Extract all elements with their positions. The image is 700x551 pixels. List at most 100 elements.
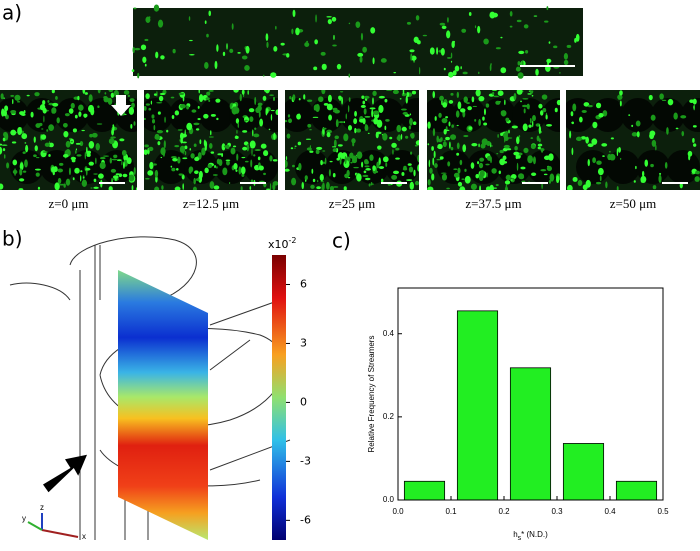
- speck: [147, 170, 154, 176]
- speck: [126, 157, 132, 165]
- speck: [620, 157, 622, 160]
- speck: [463, 96, 468, 103]
- speck: [148, 146, 154, 152]
- speck: [525, 49, 529, 54]
- speck: [339, 157, 342, 165]
- speck: [406, 179, 413, 182]
- speck: [437, 143, 443, 150]
- speck: [216, 44, 219, 52]
- speck: [333, 110, 335, 113]
- speck: [291, 28, 294, 35]
- speck: [188, 16, 191, 21]
- speck: [156, 102, 163, 104]
- speck: [446, 30, 451, 39]
- speck: [457, 167, 461, 174]
- speck: [273, 45, 278, 52]
- speck: [204, 62, 209, 69]
- speck: [292, 94, 296, 101]
- speck: [497, 90, 504, 96]
- speck: [252, 129, 254, 137]
- speck: [56, 117, 60, 124]
- speck: [237, 122, 240, 128]
- speck: [64, 113, 70, 117]
- x-axis-label-part: * (N.D.): [521, 530, 548, 539]
- speck: [209, 181, 215, 189]
- speck: [326, 181, 330, 190]
- speck: [253, 133, 260, 138]
- speck: [318, 96, 324, 103]
- speck: [266, 188, 271, 190]
- speck: [212, 174, 218, 176]
- speck: [156, 129, 164, 134]
- speck: [570, 111, 574, 117]
- speck: [86, 150, 92, 154]
- speck: [314, 39, 318, 45]
- speck: [254, 149, 261, 151]
- speck: [357, 52, 364, 57]
- speck: [482, 116, 485, 121]
- speck: [207, 164, 213, 169]
- speck: [592, 157, 597, 164]
- speck: [144, 63, 147, 67]
- speck: [70, 102, 75, 109]
- speck: [329, 160, 333, 163]
- speck: [80, 170, 83, 173]
- speck: [372, 57, 375, 65]
- speck: [389, 136, 393, 140]
- speck: [197, 117, 201, 121]
- speck: [334, 135, 339, 140]
- speck: [154, 133, 160, 139]
- speck: [55, 96, 58, 100]
- speck: [382, 133, 388, 141]
- speck: [264, 90, 270, 94]
- speck: [182, 157, 188, 160]
- speck: [177, 156, 181, 164]
- speck: [108, 90, 114, 93]
- speck: [523, 108, 526, 114]
- speck: [368, 183, 371, 187]
- speck: [48, 124, 55, 131]
- speck: [580, 136, 587, 140]
- speck: [15, 131, 17, 134]
- speck: [566, 44, 572, 48]
- pore: [229, 98, 263, 132]
- y-axis-label: Relative Frequency of Streamers: [367, 336, 376, 453]
- speck: [95, 157, 97, 165]
- speck: [680, 115, 687, 119]
- speck: [509, 25, 513, 28]
- slice-label: z=25 μm: [329, 196, 375, 211]
- speck: [471, 96, 475, 103]
- speck: [246, 143, 250, 152]
- speck: [42, 100, 46, 105]
- speck: [170, 96, 175, 99]
- speck: [215, 98, 221, 103]
- colorbar-tick-label: -6: [300, 513, 311, 526]
- speck: [12, 159, 18, 166]
- speck: [455, 110, 460, 118]
- speck: [353, 118, 358, 125]
- speck: [393, 71, 397, 74]
- speck: [532, 115, 536, 122]
- speck: [84, 92, 88, 95]
- speck: [363, 95, 370, 99]
- speck: [343, 133, 349, 142]
- speck: [438, 112, 442, 118]
- speck: [319, 174, 324, 182]
- speck: [408, 166, 414, 173]
- speck: [44, 142, 50, 147]
- speck: [39, 104, 46, 111]
- speck: [172, 158, 178, 162]
- panel-label: c): [332, 229, 351, 253]
- speck: [331, 146, 337, 148]
- speck: [213, 185, 220, 190]
- speck: [350, 161, 353, 164]
- speck: [266, 41, 269, 48]
- speck: [405, 95, 408, 104]
- speck: [378, 166, 385, 169]
- speck: [376, 131, 382, 135]
- speck: [452, 70, 457, 76]
- speck: [343, 186, 347, 190]
- speck: [619, 100, 622, 107]
- speck: [675, 127, 679, 130]
- speck: [636, 131, 640, 138]
